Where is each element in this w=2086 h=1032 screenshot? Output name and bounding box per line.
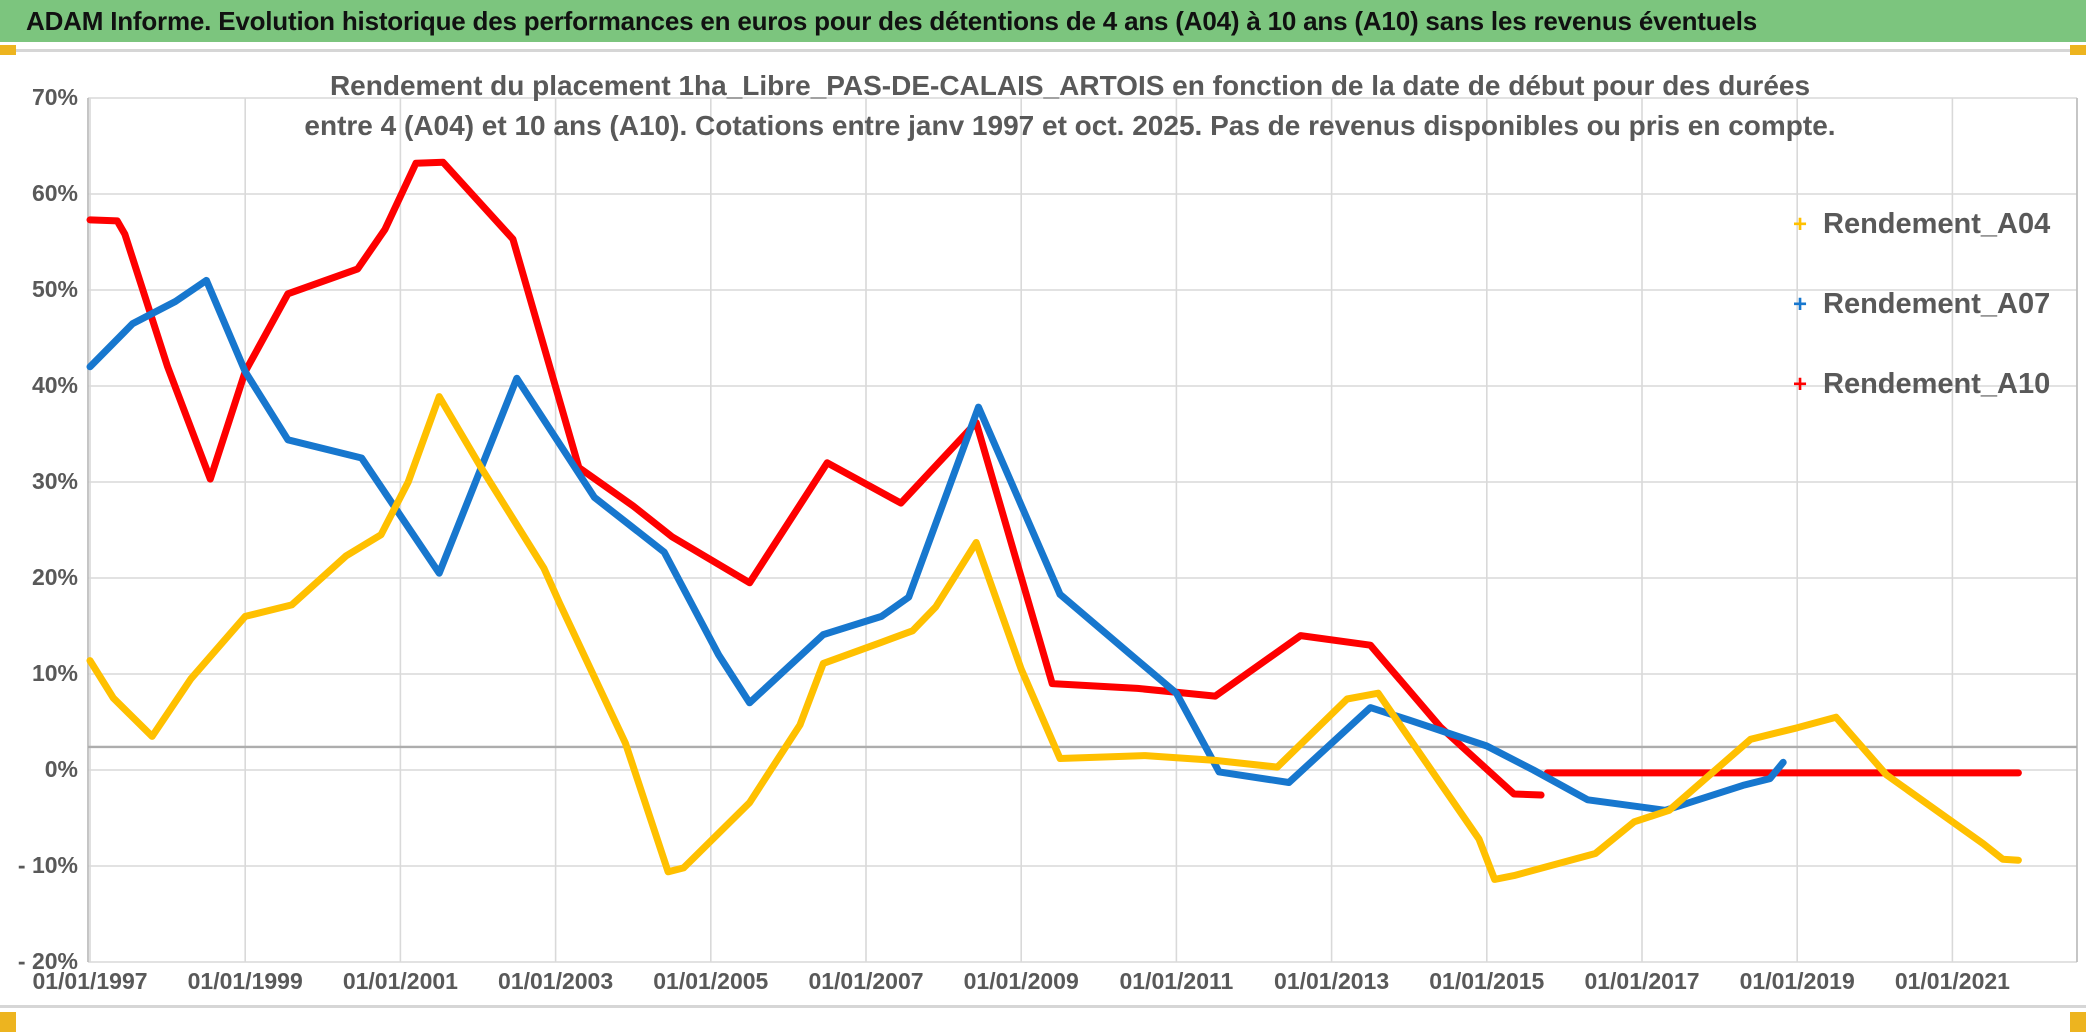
legend-item-rendement_a07: + Rendement_A07 bbox=[1793, 288, 2050, 321]
y-tick-label: 10% bbox=[31, 660, 78, 686]
y-tick-label: 0% bbox=[44, 756, 78, 782]
x-tick-label: 01/01/2019 bbox=[1739, 968, 1855, 994]
series-rendement_a10 bbox=[86, 158, 1545, 799]
bottom-divider bbox=[0, 1005, 2086, 1008]
top-divider bbox=[0, 49, 2086, 52]
series-rendement_a04 bbox=[86, 393, 2022, 883]
x-tick-label: 01/01/1999 bbox=[187, 968, 303, 994]
x-tick-label: 01/01/1997 bbox=[32, 968, 148, 994]
x-tick-label: 01/01/2011 bbox=[1119, 968, 1234, 994]
x-tick-label: 01/01/2017 bbox=[1584, 968, 1700, 994]
legend-label: Rendement_A07 bbox=[1823, 288, 2051, 320]
x-tick-label: 01/01/2015 bbox=[1429, 968, 1545, 994]
gold-corner-top-left bbox=[0, 45, 16, 55]
x-tick-label: 01/01/2001 bbox=[342, 968, 458, 994]
gold-corner-bottom-right bbox=[2070, 1012, 2086, 1032]
x-tick-label: 01/01/2021 bbox=[1894, 968, 2010, 994]
chart-title-line-1: Rendement du placement 1ha_Libre_PAS-DE-… bbox=[329, 70, 1811, 101]
chart-title-line-2: entre 4 (A04) et 10 ans (A10). Cotations… bbox=[304, 110, 1836, 141]
series-rendement_a07 bbox=[86, 276, 1787, 814]
y-tick-label: 60% bbox=[31, 180, 78, 206]
y-tick-label: 50% bbox=[31, 276, 78, 302]
legend-marker-icon: + bbox=[1793, 210, 1808, 238]
gold-corner-top-right bbox=[2070, 45, 2086, 55]
y-tick-label: 40% bbox=[31, 372, 78, 398]
legend-label: Rendement_A04 bbox=[1823, 208, 2051, 240]
y-tick-label: - 10% bbox=[17, 852, 78, 878]
sheet-title-banner: ADAM Informe. Evolution historique des p… bbox=[0, 0, 2086, 42]
y-tick-label: 70% bbox=[31, 84, 78, 110]
x-tick-label: 01/01/2013 bbox=[1274, 968, 1390, 994]
gold-corner-bottom-left bbox=[0, 1012, 16, 1032]
y-tick-label: 30% bbox=[31, 468, 78, 494]
legend-marker-icon: + bbox=[1793, 290, 1808, 318]
legend-item-rendement_a10: + Rendement_A10 bbox=[1793, 368, 2050, 401]
y-tick-label: 20% bbox=[31, 564, 78, 590]
legend-marker-icon: + bbox=[1793, 370, 1808, 398]
chart-title: Rendement du placement 1ha_Libre_PAS-DE-… bbox=[120, 66, 2020, 146]
legend-label: Rendement_A10 bbox=[1823, 368, 2051, 400]
legend-item-rendement_a04: + Rendement_A04 bbox=[1793, 208, 2050, 241]
page-title: ADAM Informe. Evolution historique des p… bbox=[26, 5, 1757, 36]
x-tick-label: 01/01/2007 bbox=[808, 968, 924, 994]
x-tick-label: 01/01/2009 bbox=[963, 968, 1079, 994]
x-tick-label: 01/01/2005 bbox=[653, 968, 769, 994]
y-tick-label: - 20% bbox=[17, 948, 78, 974]
x-tick-label: 01/01/2003 bbox=[498, 968, 614, 994]
